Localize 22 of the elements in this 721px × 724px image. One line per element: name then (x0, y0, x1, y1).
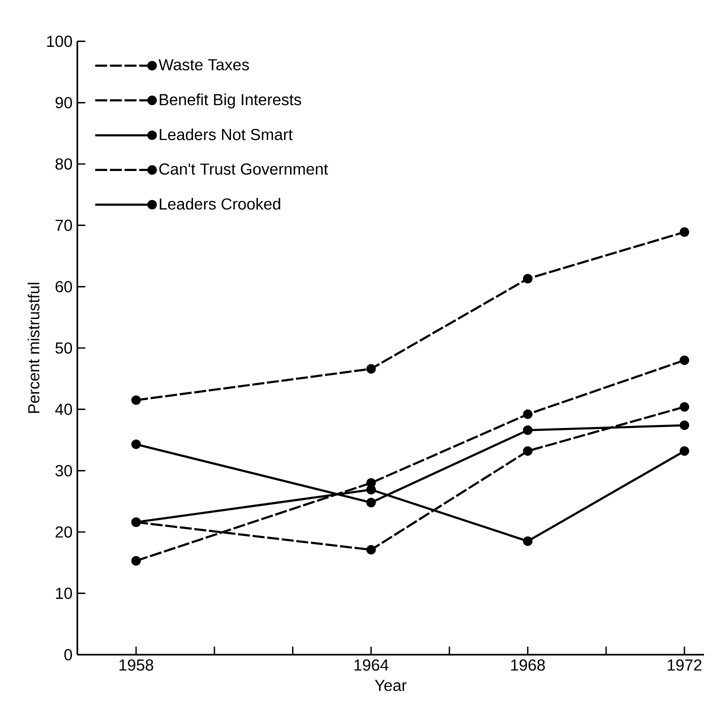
x-tick-label: 1958 (120, 659, 154, 671)
x-tick-label: 1964 (354, 659, 388, 671)
y-tick-label: 70 (56, 220, 72, 231)
legend-label: Leaders Not Smart (160, 128, 293, 140)
legend-label: Benefit Big Interests (160, 94, 302, 108)
y-tick-label: 0 (64, 649, 72, 660)
y-tick-label: 80 (56, 158, 72, 170)
y-tick-label: 20 (56, 526, 72, 538)
legend-label: Can't Trust Government (159, 163, 328, 175)
y-tick-label: 100 (47, 36, 72, 47)
y-tick-label: 60 (56, 281, 72, 292)
x-tick-label: 1968 (511, 659, 545, 671)
legend-label: Waste Taxes (158, 59, 249, 70)
y-tick-label: 90 (56, 97, 72, 108)
y-axis-title: Percent mistrustful (28, 282, 40, 413)
y-tick-label: 10 (56, 588, 72, 599)
x-axis-title: Year (374, 680, 407, 692)
y-tick-label: 30 (55, 465, 72, 476)
y-tick-label: 40 (55, 404, 72, 415)
y-tick-label: 50 (55, 342, 72, 354)
x-tick-label: 1972 (668, 659, 702, 671)
legend-label: Leaders Crooked (160, 198, 280, 210)
